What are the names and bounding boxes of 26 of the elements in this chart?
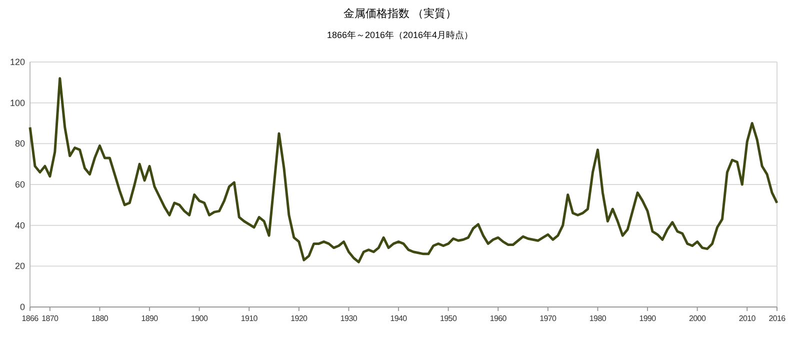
x-tick-label: 1910	[240, 314, 258, 323]
x-tick-label: 2010	[738, 314, 756, 323]
y-tick-label: 40	[14, 220, 25, 230]
x-tick-label: 1930	[340, 314, 358, 323]
y-tick-label: 0	[20, 302, 25, 312]
x-tick-label: 1890	[141, 314, 159, 323]
x-tick-label: 1980	[589, 314, 607, 323]
x-tick-label: 2016	[768, 314, 786, 323]
x-tick-label: 1990	[639, 314, 657, 323]
x-tick-label: 1900	[191, 314, 208, 323]
x-tick-label: 1940	[390, 314, 408, 323]
x-tick-label: 1870	[42, 314, 60, 323]
x-tick-label: 2000	[689, 314, 706, 323]
x-tick-label: 1970	[540, 314, 558, 323]
y-tick-label: 120	[10, 57, 25, 67]
x-tick-label: 1950	[440, 314, 458, 323]
y-tick-label: 100	[10, 98, 25, 108]
x-tick-label: 1866	[22, 314, 40, 323]
chart-subtitle: 1866年～2016年（2016年4月時点）	[326, 30, 474, 40]
x-tick-label: 1920	[290, 314, 308, 323]
x-tick-label: 1960	[490, 314, 508, 323]
y-tick-label: 60	[14, 180, 25, 190]
chart-title: 金属価格指数 （実質）	[343, 7, 457, 20]
y-tick-label: 20	[14, 261, 25, 272]
y-tick-label: 80	[14, 138, 25, 149]
x-tick-label: 1880	[91, 314, 109, 323]
